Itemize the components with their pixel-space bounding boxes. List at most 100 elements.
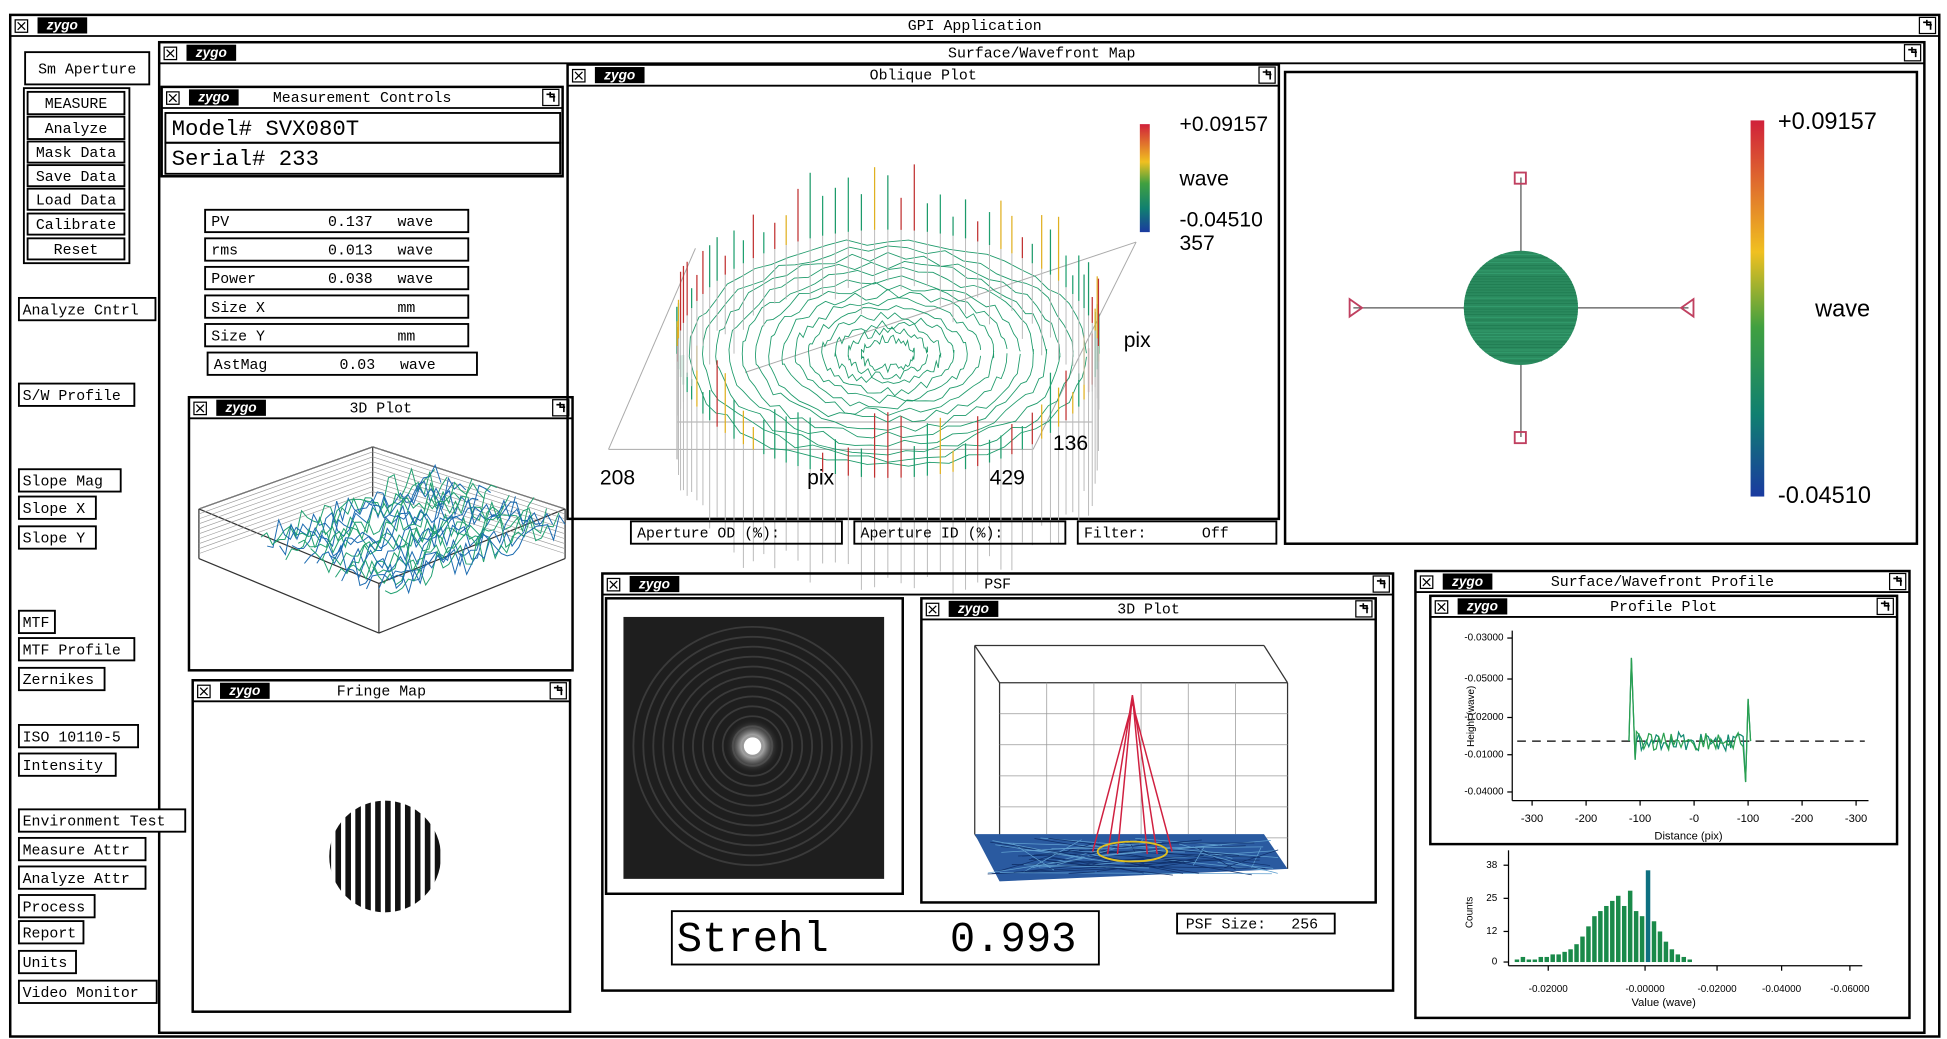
close-box[interactable] (606, 577, 621, 592)
button-label[interactable]: Slope Mag (23, 475, 103, 491)
close-box[interactable] (1434, 600, 1449, 614)
close-box[interactable] (197, 684, 211, 699)
button-label[interactable]: Intensity (23, 759, 103, 775)
color-bar (1750, 120, 1765, 497)
button-label[interactable]: Video Monitor (23, 986, 139, 1002)
button-label[interactable]: Reset (54, 243, 99, 259)
resize-box[interactable] (549, 682, 567, 700)
button-label[interactable]: S/W Profile (23, 389, 121, 405)
resize-box[interactable] (1903, 44, 1922, 62)
plot3d-grid (372, 491, 566, 554)
button-label[interactable]: Analyze Cntrl (23, 303, 139, 319)
plot3d-mesh (328, 497, 504, 574)
histogram-bar (1538, 956, 1544, 963)
button[interactable] (17, 865, 147, 890)
button[interactable] (26, 115, 126, 140)
button[interactable] (17, 752, 117, 777)
button[interactable] (17, 949, 77, 975)
button-label[interactable]: Save Data (36, 170, 116, 186)
button[interactable] (26, 237, 126, 261)
button[interactable] (17, 666, 106, 692)
button-label[interactable]: Slope X (23, 502, 86, 518)
button[interactable] (17, 979, 158, 1004)
button[interactable] (26, 187, 126, 211)
close-box[interactable] (166, 91, 180, 105)
button[interactable] (17, 468, 122, 493)
button[interactable] (17, 609, 56, 635)
button-label[interactable]: Measure Attr (23, 843, 130, 859)
resize-icon (1893, 575, 1903, 586)
resize-box[interactable] (1372, 575, 1390, 593)
button[interactable] (17, 724, 140, 749)
psf-floor-noise (1124, 861, 1185, 864)
close-icon (574, 71, 583, 80)
resize-box[interactable] (1258, 66, 1276, 84)
logo: zygo (1451, 574, 1483, 589)
close-box[interactable] (571, 68, 586, 83)
resize-icon (1908, 47, 1917, 58)
marker (1513, 171, 1527, 185)
close-box[interactable] (163, 46, 178, 61)
button[interactable] (17, 637, 136, 662)
button-label[interactable]: Sm Aperture (38, 62, 136, 78)
button-label[interactable]: Report (23, 926, 77, 942)
button[interactable] (26, 164, 126, 188)
result-label: rms (211, 244, 238, 260)
psf-floor-noise (1146, 847, 1240, 856)
button[interactable] (17, 525, 97, 550)
histogram-y-tick: 25 (1486, 893, 1498, 904)
logo: zygo (603, 67, 635, 82)
logo: zygo (46, 18, 78, 33)
button-label[interactable]: ISO 10110-5 (23, 730, 121, 746)
button-label[interactable]: Zernikes (23, 673, 94, 689)
plot3d-frame (198, 558, 380, 634)
button-label[interactable]: Analyze Attr (23, 872, 130, 888)
logo: zygo (195, 45, 227, 60)
button-label[interactable]: Mask Data (36, 146, 116, 162)
resize-box[interactable] (1918, 16, 1937, 35)
close-box[interactable] (925, 602, 940, 617)
button[interactable] (17, 382, 136, 407)
button-label[interactable]: Environment Test (23, 815, 166, 831)
button[interactable] (17, 894, 96, 919)
strehl-label: Strehl (677, 916, 829, 964)
close-box[interactable] (193, 401, 207, 416)
histogram-x-tick: -0.02000 (1529, 984, 1569, 995)
histogram-bar (1568, 949, 1573, 963)
resize-box[interactable] (1888, 572, 1907, 591)
button-label[interactable]: Slope Y (23, 532, 86, 548)
button[interactable] (24, 51, 151, 86)
close-box[interactable] (1419, 575, 1434, 590)
marker (1348, 297, 1364, 319)
button[interactable] (17, 808, 187, 833)
button-label[interactable]: Analyze (45, 122, 107, 138)
button[interactable] (26, 140, 126, 164)
resize-box[interactable] (1876, 597, 1894, 616)
psf-ring (682, 675, 823, 817)
button-label[interactable]: Calibrate (36, 218, 116, 234)
profile-x-tick: -300 (1845, 813, 1867, 825)
resize-box[interactable] (542, 88, 560, 107)
button-label[interactable]: MTF Profile (23, 643, 121, 659)
histogram-x-tick: -0.04000 (1762, 984, 1802, 995)
oblique-label: +0.09157 (1180, 113, 1269, 136)
profile-y-tick: -0.05000 (1464, 674, 1504, 685)
button-label[interactable]: MEASURE (45, 97, 108, 113)
result-row (206, 351, 478, 376)
button-label[interactable]: MTF (23, 616, 50, 632)
resize-box[interactable] (1355, 600, 1373, 618)
button-label[interactable]: Units (23, 956, 68, 972)
button[interactable] (17, 836, 147, 862)
button-label[interactable]: Load Data (36, 193, 116, 209)
button-label[interactable]: Process (23, 900, 85, 916)
strehl-value: 0.993 (950, 916, 1077, 964)
psf-floor-noise (1102, 856, 1145, 865)
model-text: Model# SVX080T (172, 116, 360, 142)
button[interactable] (17, 495, 97, 520)
button[interactable] (26, 90, 126, 116)
histogram-bar (1651, 921, 1657, 963)
button[interactable] (17, 920, 85, 945)
button[interactable] (26, 212, 126, 236)
button[interactable] (17, 296, 157, 322)
close-box[interactable] (14, 19, 29, 33)
